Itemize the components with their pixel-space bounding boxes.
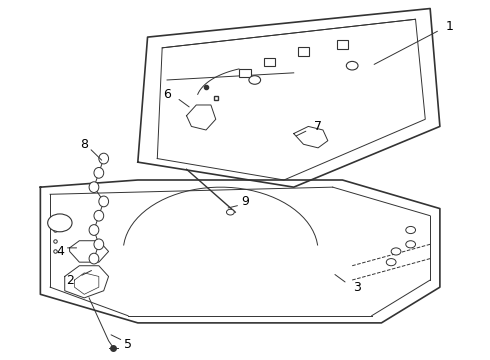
Ellipse shape: [89, 253, 99, 264]
Ellipse shape: [89, 225, 99, 235]
Text: 2: 2: [66, 274, 74, 287]
Ellipse shape: [89, 182, 99, 193]
Text: 9: 9: [241, 195, 249, 208]
Text: 7: 7: [314, 120, 322, 133]
Circle shape: [249, 76, 261, 84]
Circle shape: [48, 214, 72, 232]
Circle shape: [406, 241, 416, 248]
Circle shape: [226, 209, 234, 215]
Bar: [297, 47, 309, 56]
Circle shape: [346, 62, 358, 70]
Circle shape: [406, 226, 416, 234]
Circle shape: [391, 248, 401, 255]
Bar: [264, 58, 275, 66]
Text: 1: 1: [446, 20, 454, 33]
Ellipse shape: [94, 167, 104, 178]
Text: 6: 6: [163, 88, 171, 101]
Text: 4: 4: [56, 245, 64, 258]
Text: 3: 3: [353, 281, 361, 294]
Ellipse shape: [94, 239, 104, 249]
Bar: [337, 40, 348, 49]
Text: 5: 5: [124, 338, 132, 351]
Ellipse shape: [99, 196, 109, 207]
Bar: [239, 68, 251, 77]
Ellipse shape: [94, 210, 104, 221]
Circle shape: [386, 258, 396, 266]
Text: 8: 8: [80, 138, 88, 151]
Ellipse shape: [99, 153, 109, 164]
